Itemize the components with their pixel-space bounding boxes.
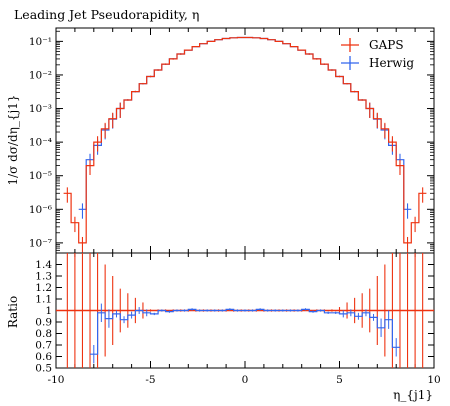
ratio-x-tick-label: 0 [242,374,249,386]
main-y-axis-label: 1/σ dσ/dη_{j1} [6,94,20,185]
main-y-tick-label: 10⁻⁷ [29,237,52,249]
main-y-tick-label: 10⁻⁵ [29,170,52,182]
ratio-y-tick-label: 1.4 [35,259,52,271]
ratio-y-axis-label: Ratio [6,296,20,328]
ratio-y-tick-label: 0.6 [35,351,52,363]
main-series-group [63,36,427,253]
ratio-series-group [56,253,434,368]
series-line-gaps [63,36,427,244]
ratio-x-tick-label: 5 [336,374,343,386]
ratio-x-ticks: -10 -5 0 5 10 [48,253,441,386]
chart-title: Leading Jet Pseudorapidity, η [14,7,199,22]
ratio-y-tick-label: 0.9 [35,317,52,329]
ratio-y-tick-label: 1.3 [35,271,52,283]
ratio-x-tick-label: 10 [427,374,440,386]
legend: GAPS Herwig [341,38,414,70]
ratio-y-ticks: 0.50.60.70.80.911.11.21.31.4 [35,259,434,375]
legend-entry-herwig: Herwig [341,56,414,70]
series-line-herwig [78,36,412,210]
ratio-y-tick-label: 1 [45,305,52,317]
main-y-ticks: 10⁻¹ 10⁻² 10⁻³ 10⁻⁴ 10⁻⁵ 10⁻⁶ 10⁻⁷ [29,30,434,254]
legend-label-herwig: Herwig [369,56,414,70]
main-x-ticks [55,28,435,253]
ratio-y-tick-label: 0.8 [35,328,52,340]
main-y-tick-label: 10⁻³ [29,103,52,115]
legend-entry-gaps: GAPS [341,38,404,52]
ratio-y-tick-label: 1.1 [35,294,52,306]
x-axis-label: η_{j1} [393,388,433,402]
legend-label-gaps: GAPS [369,38,404,52]
series-line-herwig-ratio [90,308,400,355]
main-plot-panel: 10⁻¹ 10⁻² 10⁻³ 10⁻⁴ 10⁻⁵ 10⁻⁶ 10⁻⁷ [29,27,435,254]
main-y-tick-label: 10⁻¹ [29,36,52,48]
ratio-plot-panel: 0.50.60.70.80.911.11.21.31.4 -10 -5 0 5 10 [35,252,441,386]
ratio-x-tick-label: -10 [48,374,65,386]
ratio-y-tick-label: 0.5 [35,363,52,375]
ratio-x-tick-label: -5 [145,374,155,386]
ratio-y-tick-label: 0.7 [35,340,52,352]
ratio-y-tick-label: 1.2 [35,282,52,294]
main-y-tick-label: 10⁻⁴ [29,137,52,149]
main-y-tick-label: 10⁻⁶ [29,204,52,216]
main-y-tick-label: 10⁻² [29,69,52,81]
